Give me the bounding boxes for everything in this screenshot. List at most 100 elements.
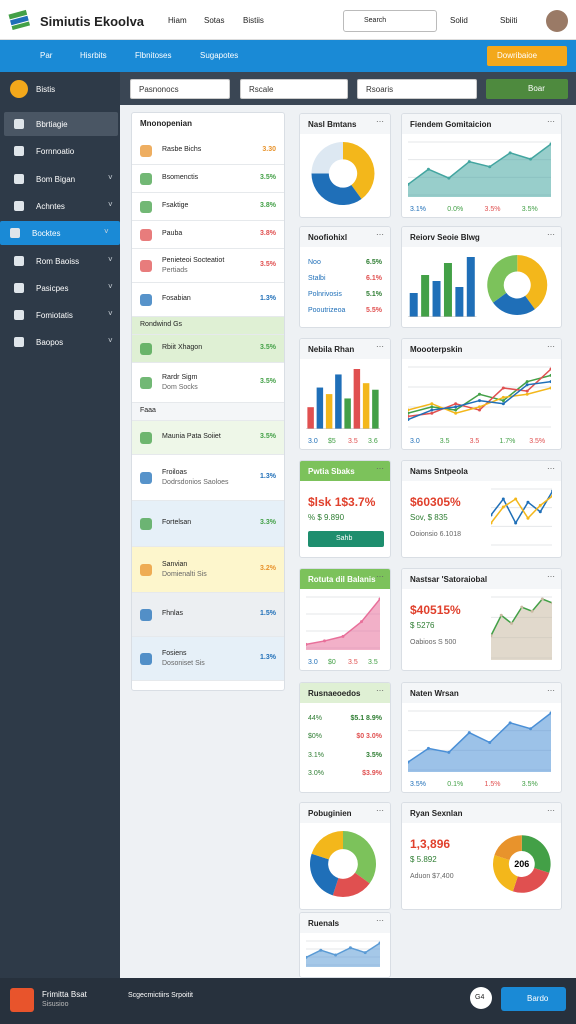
area bbox=[408, 713, 551, 772]
filter-button[interactable]: Boar bbox=[486, 79, 568, 99]
nav-tab[interactable]: Sugapotes bbox=[200, 51, 239, 60]
sidebar-item[interactable]: Achntes ˅ bbox=[4, 194, 118, 218]
filter-select[interactable]: Pasnonocs bbox=[130, 79, 230, 99]
donut-slice bbox=[492, 292, 535, 315]
list-item[interactable]: Rasbe Bichs 3.30 bbox=[132, 137, 284, 165]
card-title: Nastsar 'Satoraiobal bbox=[402, 569, 561, 589]
sidebar-icon bbox=[10, 228, 20, 239]
list-item[interactable]: Fosabian 1.3% bbox=[132, 283, 284, 317]
list-item[interactable]: Bsomenctis 3.5% bbox=[132, 165, 284, 193]
header-action[interactable]: Sbiiti bbox=[500, 16, 518, 25]
sidebar-item[interactable]: Fomiotatis ˅ bbox=[4, 303, 118, 327]
point bbox=[306, 642, 308, 646]
filter-select[interactable]: Rsoaris bbox=[357, 79, 477, 99]
item-sub: Pertiads bbox=[162, 267, 188, 274]
list-item[interactable]: Maunia Pata Soiiet 3.5% bbox=[132, 421, 284, 455]
card-title: Naten Wrsan bbox=[402, 683, 561, 703]
item-icon bbox=[140, 201, 152, 213]
footer-badge[interactable]: G4 bbox=[470, 987, 492, 1009]
list-item[interactable]: Sanvian Domienalti Sis 3.2% bbox=[132, 547, 284, 593]
bar bbox=[353, 369, 361, 429]
card-button[interactable]: Sahb bbox=[308, 531, 384, 547]
sidebar-item[interactable]: Bom Bigan ˅ bbox=[4, 167, 118, 191]
bar bbox=[421, 275, 430, 317]
list-item[interactable]: Fsaktige 3.8% bbox=[132, 193, 284, 221]
nav-tab[interactable]: Par bbox=[40, 51, 53, 60]
mini-chart: 206 bbox=[492, 835, 551, 893]
list-item[interactable]: Rbiit Xhagon 3.5% bbox=[132, 335, 284, 363]
item-value: 1.3% bbox=[260, 654, 276, 661]
donut-center: 206 bbox=[514, 859, 529, 869]
item-value: 3.30 bbox=[262, 146, 276, 153]
list-item[interactable]: Pauba 3.8% bbox=[132, 221, 284, 249]
point bbox=[550, 601, 553, 605]
point bbox=[363, 951, 367, 955]
bar bbox=[372, 389, 379, 429]
footer-button[interactable]: Bardo bbox=[501, 987, 566, 1011]
point bbox=[454, 402, 458, 406]
card: Nams Sntpeola ⋯ $60305% Sov, $ 835 Ooionsio … bbox=[401, 460, 562, 558]
sidebar-item[interactable]: Baopos ˅ bbox=[4, 330, 118, 354]
mini-chart bbox=[490, 596, 553, 660]
item-name: Fortelsan bbox=[162, 519, 192, 526]
nav-link[interactable]: Sotas bbox=[204, 16, 225, 25]
point bbox=[360, 620, 363, 624]
row-label: 44% bbox=[308, 715, 323, 722]
nav-link[interactable]: Hiam bbox=[168, 16, 187, 25]
list-item[interactable]: Rondwind Gs bbox=[132, 317, 284, 335]
list-item[interactable]: Fortelsan 3.3% bbox=[132, 501, 284, 547]
sidebar-icon bbox=[14, 200, 24, 211]
nav-link[interactable]: Bistiis bbox=[243, 16, 264, 25]
filter-select[interactable]: Rscale bbox=[240, 79, 348, 99]
list-item[interactable]: Fhnlas 1.5% bbox=[132, 593, 284, 637]
card-title: Ruenals bbox=[300, 913, 390, 933]
mini-chart bbox=[408, 710, 551, 772]
point bbox=[509, 621, 513, 625]
card-title: Rusnaeoedos bbox=[300, 683, 390, 703]
chevron: ˅ bbox=[108, 336, 113, 346]
axis-label: 3.5 bbox=[348, 438, 358, 445]
card-title: Pwtia Sbaks bbox=[300, 461, 390, 481]
point bbox=[550, 494, 553, 498]
list-item[interactable]: Froiloas Dodrsdonios Saoloes 1.3% bbox=[132, 455, 284, 501]
sidebar-label: Bom Bigan bbox=[36, 174, 76, 184]
top-button[interactable]: Dowribaioe bbox=[487, 46, 567, 66]
point bbox=[408, 411, 410, 415]
item-value: 3.8% bbox=[260, 230, 276, 237]
point bbox=[341, 634, 345, 638]
point bbox=[454, 405, 458, 409]
row-label: Polnrivosis bbox=[308, 291, 342, 298]
point bbox=[538, 503, 542, 507]
point bbox=[323, 639, 326, 643]
bar bbox=[344, 398, 351, 429]
card-title: Nams Sntpeola bbox=[402, 461, 561, 481]
chevron: ˅ bbox=[108, 172, 113, 182]
list-item[interactable]: Penieteoi Socteatiot Pertiads 3.5% bbox=[132, 249, 284, 283]
point bbox=[467, 160, 471, 164]
list-item[interactable]: Faaa bbox=[132, 403, 284, 421]
list-item[interactable]: Fosiens Dosoniset Sis 1.3% bbox=[132, 637, 284, 681]
mini-chart bbox=[306, 596, 380, 650]
sidebar-item[interactable]: Bbrtiagie bbox=[4, 112, 118, 136]
sidebar-item[interactable]: Fornnoatio bbox=[4, 139, 118, 163]
avatar[interactable] bbox=[546, 10, 568, 32]
item-icon bbox=[140, 609, 152, 621]
sidebar-item[interactable]: Pasicpes ˅ bbox=[4, 276, 118, 300]
point bbox=[426, 746, 430, 750]
sidebar-item[interactable]: Rom Baoiss ˅ bbox=[4, 249, 118, 273]
account-name[interactable]: Bistis bbox=[36, 85, 56, 94]
list-item[interactable]: Rardr Sigm Dom Socks 3.5% bbox=[132, 363, 284, 403]
sidebar-item[interactable]: Bocktes ˅ bbox=[0, 221, 120, 246]
row-value: 5.1% bbox=[366, 291, 382, 298]
search-box[interactable]: Search bbox=[343, 10, 437, 32]
nav-tab[interactable]: Hisrbits bbox=[80, 51, 107, 60]
card: Pwtia Sbaks ⋯ $lsk 1$3.7% % $ 9.890 Sahb bbox=[299, 460, 391, 558]
nav-tab[interactable]: Flbnitoses bbox=[135, 51, 172, 60]
point bbox=[530, 609, 534, 613]
bar bbox=[307, 407, 314, 429]
point bbox=[467, 731, 471, 735]
row-value: $5.1 8.9% bbox=[350, 715, 382, 722]
card: Noofiohixl ⋯ Noo 6.5% Stalbi 6.1% Polnrivosis 5… bbox=[299, 226, 391, 328]
header-action[interactable]: Solid bbox=[450, 16, 468, 25]
item-value: 3.5% bbox=[260, 261, 276, 268]
